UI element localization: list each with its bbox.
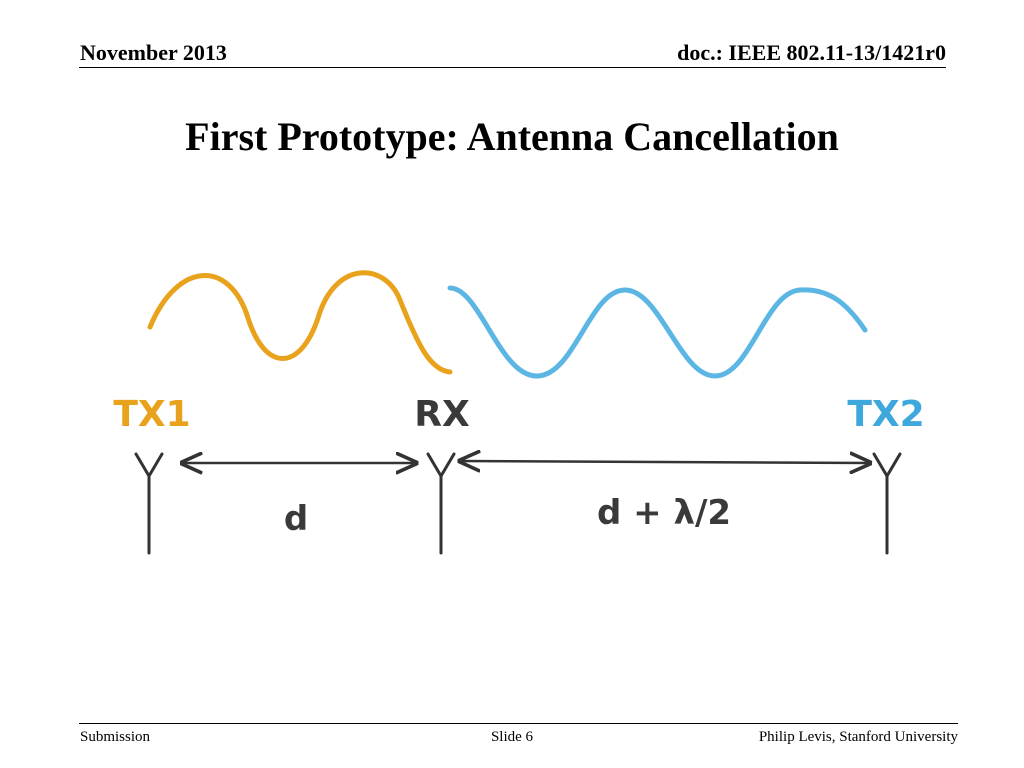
distance-label-d-half-lambda: d + λ/2 bbox=[597, 493, 731, 533]
footer-submission: Submission bbox=[80, 729, 151, 745]
tx1-antenna-icon bbox=[134, 452, 164, 555]
tx1-label: TX1 bbox=[113, 394, 190, 435]
tx2-wave bbox=[447, 285, 868, 379]
header-doc-id: doc.: IEEE 802.11-13/1421r0 bbox=[677, 40, 946, 65]
distance-label-d: d bbox=[284, 499, 308, 539]
footer-slide-number: Slide 6 bbox=[490, 729, 534, 745]
footer-author: Philip Levis, Stanford University bbox=[758, 729, 958, 745]
tx2-antenna-icon bbox=[872, 452, 902, 555]
tx1-wave bbox=[147, 270, 453, 375]
header-divider bbox=[79, 67, 946, 68]
rx-label: RX bbox=[414, 394, 470, 435]
header-date: November 2013 bbox=[80, 40, 227, 65]
footer-divider bbox=[79, 723, 958, 724]
rx-antenna-icon bbox=[426, 452, 456, 555]
tx2-label: TX2 bbox=[847, 394, 924, 435]
slide-title: First Prototype: Antenna Cancellation bbox=[185, 114, 839, 159]
distance-arrow-d-half-lambda bbox=[460, 461, 870, 463]
